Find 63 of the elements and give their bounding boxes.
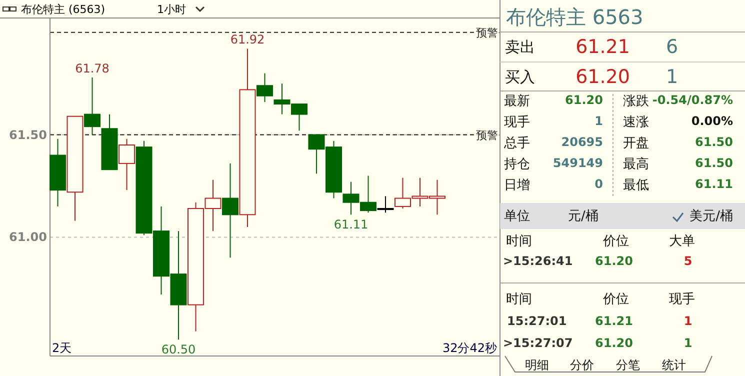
text: 61.20 [576, 66, 630, 88]
text: 1小时 [157, 3, 186, 16]
annotation: 61.11 [334, 218, 368, 232]
text: 时间 [506, 292, 532, 307]
text: 0.00% [691, 114, 733, 128]
text: 0 [594, 177, 603, 191]
text: 分价 [570, 358, 594, 372]
text: 开盘 [623, 136, 649, 151]
text: 元/桶 [568, 209, 598, 224]
text: 总手 [503, 136, 530, 151]
text: 日增 [504, 178, 530, 193]
text: 美元/桶 [690, 208, 733, 224]
text: 1 [684, 336, 692, 350]
text: 61.20 [565, 93, 603, 107]
text: >15:26:41 [503, 254, 573, 268]
text: 15:27:01 [507, 314, 567, 328]
text: 5 [684, 254, 692, 268]
text: 单位 [504, 209, 530, 224]
annotation: 2天 [52, 341, 72, 355]
text: 统计 [662, 358, 686, 372]
annotation: 61.92 [230, 32, 265, 47]
text: 20695 [561, 135, 603, 149]
text: 61.50 [695, 156, 733, 170]
candlestick [84, 76, 101, 136]
text: 1 [666, 66, 678, 88]
text: 分笔 [616, 358, 640, 372]
text: 速涨 [623, 115, 649, 130]
text: 大单 [669, 234, 695, 249]
annotation: 60.50 [161, 342, 196, 357]
text: 61.50 [695, 135, 733, 149]
text: 现手 [669, 292, 695, 307]
text: 持仓 [504, 157, 530, 172]
text: 61.21 [595, 314, 633, 328]
text: 时间 [506, 234, 532, 249]
candlestick [222, 162, 239, 258]
chart-title: 布伦特主 (6563) [21, 3, 106, 16]
annotation: 61.78 [75, 61, 110, 76]
candlestick [118, 138, 136, 191]
text: 买入 [505, 68, 535, 86]
text: 61.11 [695, 177, 733, 191]
candlestick [377, 196, 394, 214]
text: >15:27:07 [503, 336, 573, 350]
text: 最高 [623, 156, 649, 172]
text: 涨跌 [623, 94, 649, 109]
candlestick [256, 72, 274, 102]
annotation: 32分42秒 [442, 341, 497, 355]
text: 价位 [602, 234, 629, 249]
text: 1 [594, 114, 603, 128]
text: 布伦特主 6563 [506, 5, 644, 29]
text: 61.20 [595, 336, 633, 350]
y-tick-label: 61.00 [9, 230, 47, 244]
text: 卖出 [505, 38, 535, 56]
text: 最新 [504, 94, 530, 109]
text: 549149 [552, 156, 603, 170]
text: 61.21 [576, 36, 630, 58]
text: 1 [684, 314, 692, 328]
text: 明细 [525, 358, 549, 372]
text: -0.54/0.87% [652, 93, 733, 107]
text: 最低 [623, 178, 649, 193]
text: 现手 [504, 115, 530, 130]
text: 价位 [602, 292, 629, 307]
text: 61.20 [595, 254, 633, 268]
text: 6 [666, 36, 678, 58]
